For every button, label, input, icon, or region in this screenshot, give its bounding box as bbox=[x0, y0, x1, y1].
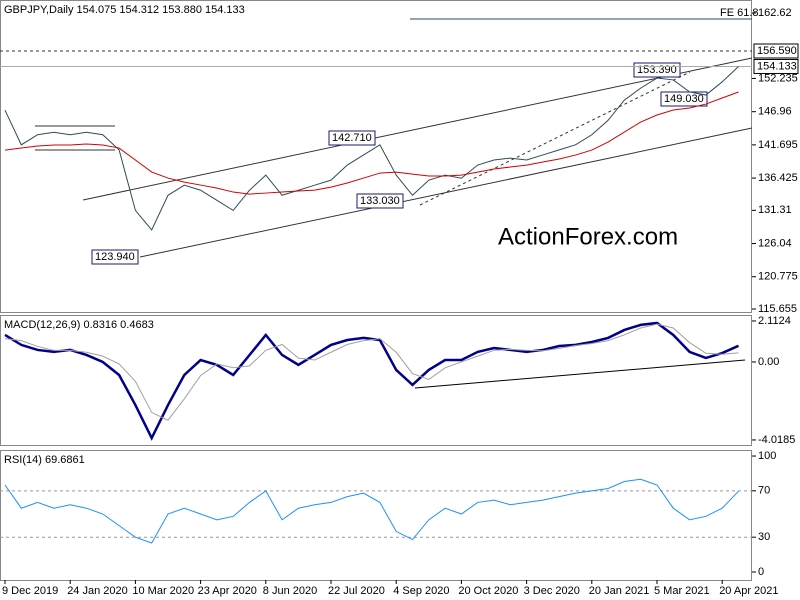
annotation: 149.030 bbox=[664, 93, 704, 105]
annotation-box bbox=[328, 130, 376, 146]
y-tick-label: 162.62 bbox=[758, 7, 792, 19]
series-line bbox=[4, 91, 739, 195]
x-tick-label: 22 Jul 2020 bbox=[328, 585, 385, 597]
x-tick-label: 8 Jun 2020 bbox=[263, 585, 317, 597]
series-line bbox=[4, 478, 739, 544]
series-line bbox=[4, 323, 739, 421]
annotation-box bbox=[356, 193, 404, 209]
x-tick-label: 23 Apr 2020 bbox=[198, 585, 257, 597]
y-tick-label: 70 bbox=[758, 485, 770, 497]
rsi-panel bbox=[0, 450, 752, 581]
y-tick-label: 146.96 bbox=[758, 106, 792, 118]
series-line bbox=[4, 66, 739, 231]
y-tick-label: 100 bbox=[758, 450, 776, 462]
x-tick-label: 3 Dec 2020 bbox=[524, 585, 580, 597]
y-tick-label: 126.04 bbox=[758, 237, 792, 249]
x-tick-label: 5 Mar 2021 bbox=[654, 585, 710, 597]
y-tick-label: 30 bbox=[758, 531, 770, 543]
x-tick-label: 20 Apr 2021 bbox=[719, 585, 778, 597]
y-tick-label: 0 bbox=[758, 566, 764, 578]
price-label-box bbox=[753, 43, 799, 59]
annotation-box bbox=[660, 91, 708, 107]
price-panel bbox=[0, 0, 752, 313]
y-tick-label: 2.1124 bbox=[758, 315, 791, 327]
channel-upper bbox=[82, 57, 753, 201]
macd-trendline bbox=[414, 359, 746, 389]
annotation: 133.030 bbox=[360, 195, 400, 207]
panel-title: MACD(12,26,9) 0.8316 0.4683 bbox=[4, 319, 154, 331]
x-tick-label: 20 Oct 2020 bbox=[458, 585, 518, 597]
y-tick-label: 115.655 bbox=[758, 303, 797, 315]
x-tick-label: 24 Jan 2020 bbox=[67, 585, 128, 597]
macd-panel bbox=[0, 315, 752, 446]
annotation: FE 61.8 bbox=[720, 7, 759, 19]
x-tick-label: 9 Dec 2019 bbox=[2, 585, 58, 597]
x-tick-label: 20 Jan 2021 bbox=[589, 585, 650, 597]
y-tick-label: 141.695 bbox=[758, 139, 798, 151]
y-tick-label: 152.235 bbox=[758, 72, 798, 84]
panel-title: RSI(14) 69.6861 bbox=[4, 454, 85, 466]
y-tick-label: 0.00 bbox=[758, 356, 779, 368]
series-line bbox=[4, 321, 740, 441]
price-label: 156.590 bbox=[757, 45, 797, 57]
annotation: 142.710 bbox=[332, 132, 372, 144]
y-tick-label: 120.775 bbox=[758, 271, 798, 283]
x-tick-label: 10 Mar 2020 bbox=[132, 585, 194, 597]
watermark: ActionForex.com bbox=[498, 223, 678, 250]
channel-lower bbox=[139, 127, 753, 258]
price-label-box bbox=[753, 58, 799, 74]
annotation: 123.940 bbox=[95, 251, 135, 263]
annotation: 153.390 bbox=[637, 64, 677, 76]
y-tick-label: -4.0185 bbox=[758, 434, 795, 446]
annotation-box bbox=[91, 249, 139, 265]
y-tick-label: 131.31 bbox=[758, 204, 792, 216]
panel-title: GBPJPY,Daily 154.075 154.312 153.880 154… bbox=[4, 4, 245, 16]
x-tick-label: 4 Sep 2020 bbox=[393, 585, 449, 597]
trend-dashed bbox=[419, 71, 691, 206]
price-label: 154.133 bbox=[757, 60, 797, 72]
y-tick-label: 136.425 bbox=[758, 172, 798, 184]
